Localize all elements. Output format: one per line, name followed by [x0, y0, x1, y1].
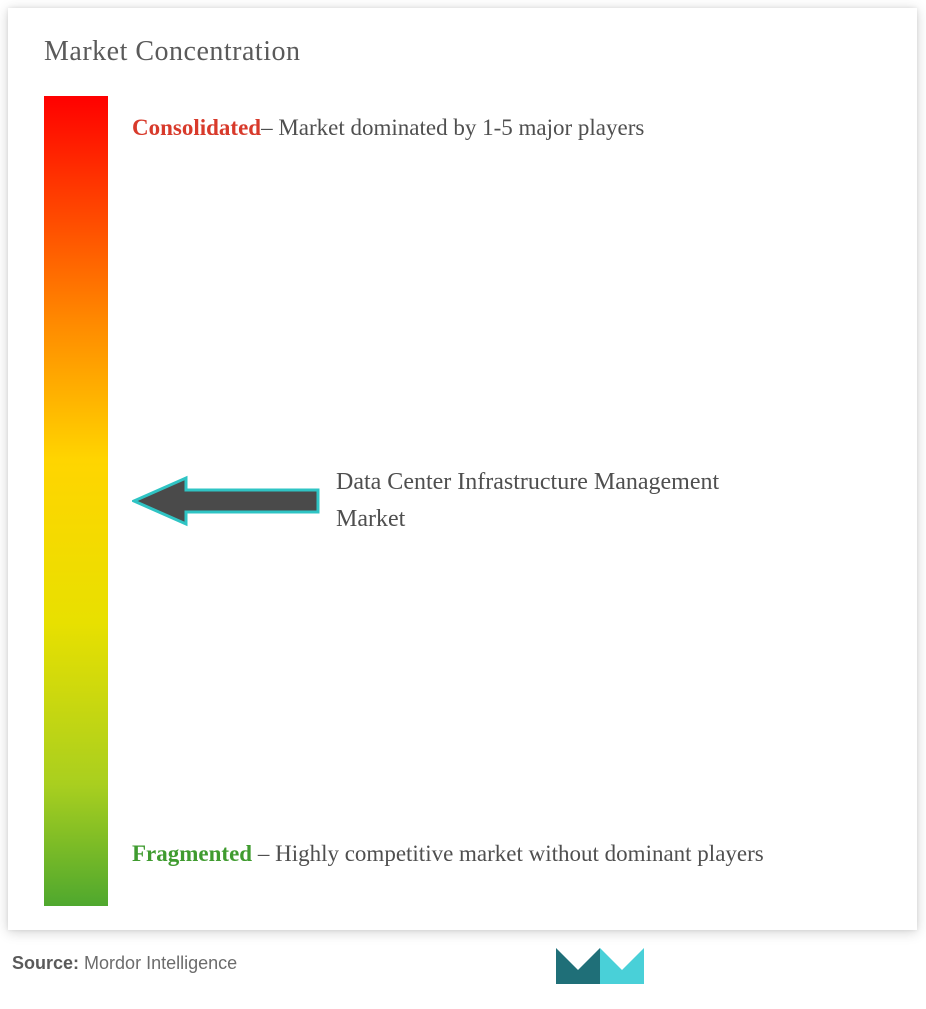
concentration-gradient-bar — [44, 96, 108, 906]
consolidated-annotation: Consolidated– Market dominated by 1-5 ma… — [132, 104, 871, 152]
chart-title: Market Concentration — [44, 36, 881, 68]
fragmented-lead: Fragmented — [132, 841, 252, 866]
source-value: Mordor Intelligence — [84, 953, 237, 973]
consolidated-lead: Consolidated — [132, 115, 261, 140]
footer-row: Source: Mordor Intelligence — [12, 942, 914, 984]
infographic-card: Market Concentration Consolidated– Marke… — [8, 8, 917, 930]
market-pointer-row: Data Center Infrastructure Management Ma… — [132, 464, 756, 538]
annotations-area: Consolidated– Market dominated by 1-5 ma… — [132, 96, 881, 906]
mordor-logo-icon — [556, 942, 644, 984]
left-arrow-icon — [132, 474, 322, 528]
source-label: Source: — [12, 953, 79, 973]
consolidated-rest: – Market dominated by 1-5 major players — [261, 115, 644, 140]
source-caption: Source: Mordor Intelligence — [12, 953, 237, 974]
content-row: Consolidated– Market dominated by 1-5 ma… — [44, 96, 881, 906]
fragmented-annotation: Fragmented – Highly competitive market w… — [132, 830, 871, 878]
fragmented-rest: – Highly competitive market without domi… — [252, 841, 764, 866]
market-name-label: Data Center Infrastructure Management Ma… — [336, 464, 756, 538]
